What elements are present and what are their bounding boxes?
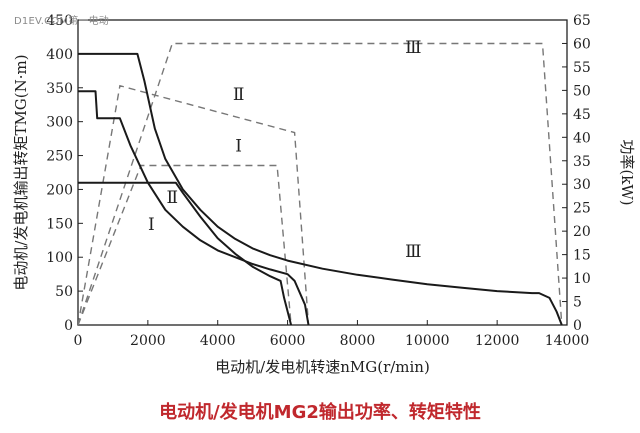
y-left-tick-label: 0: [64, 318, 73, 334]
y-left-axis-label: 电动机/发电机输出转矩TMG(N·m): [12, 54, 30, 290]
y-right-tick-label: 50: [573, 83, 591, 99]
y-right-tick-label: 30: [573, 177, 591, 193]
curve-annotation-5: Ⅱ: [233, 85, 245, 105]
torque-curve-1: [78, 181, 293, 325]
x-axis-label: 电动机/发电机转速nMG(r/min): [215, 358, 430, 376]
y-right-tick-label: 45: [573, 107, 591, 123]
watermark: D1EV.COM第一电动: [14, 16, 109, 27]
y-left-tick-label: 250: [46, 149, 73, 165]
y-right-tick-label: 40: [573, 130, 591, 146]
x-tick-label: 14000: [545, 333, 590, 349]
power-line-2: [78, 84, 310, 325]
curve-annotation-2: Ⅱ: [167, 188, 179, 208]
y-right-tick-label: 25: [573, 201, 591, 217]
x-tick-label: 12000: [475, 333, 520, 349]
plot-frame: [77, 19, 568, 326]
chart-caption: 电动机/发电机MG2输出功率、转矩特性: [159, 402, 481, 423]
curve-annotation-3: Ⅲ: [405, 242, 421, 262]
x-tick-label: 10000: [405, 333, 450, 349]
y-right-tick-label: 20: [573, 224, 591, 240]
y-left-tick-label: 300: [46, 115, 73, 131]
y-right-tick-label: 15: [573, 248, 591, 264]
x-tick-label: 8000: [340, 333, 376, 349]
curve-annotation-1: Ⅰ: [148, 215, 155, 235]
y-right-axis-label: 功率(kW): [618, 139, 636, 205]
x-tick-label: 4000: [200, 333, 236, 349]
y-right-tick-label: 65: [573, 13, 591, 29]
y-left-tick-label: 450: [46, 13, 73, 29]
curve-annotation-4: Ⅰ: [235, 136, 242, 156]
torque-curve-3: [78, 52, 563, 325]
power-line-3: [78, 42, 563, 325]
y-right-tick-label: 60: [573, 36, 591, 52]
y-right-tick-label: 0: [573, 318, 582, 334]
y-right-tick-label: 5: [573, 295, 582, 311]
y-left-tick-label: 200: [46, 182, 73, 198]
x-tick-label: 2000: [130, 333, 166, 349]
power-line-1: [78, 164, 292, 325]
y-right-tick-label: 55: [573, 60, 591, 76]
y-right-tick-label: 10: [573, 271, 591, 287]
y-left-tick-label: 150: [46, 216, 73, 232]
y-right-tick-label: 35: [573, 154, 591, 170]
y-left-tick-label: 350: [46, 81, 73, 97]
y-left-tick-label: 400: [46, 47, 73, 63]
y-left-tick-label: 100: [46, 250, 73, 266]
x-tick-label: 0: [74, 333, 83, 349]
x-tick-label: 6000: [270, 333, 306, 349]
y-left-tick-label: 50: [55, 284, 73, 300]
torque-curve-2: [78, 90, 310, 325]
curve-annotation-6: Ⅲ: [405, 38, 421, 58]
